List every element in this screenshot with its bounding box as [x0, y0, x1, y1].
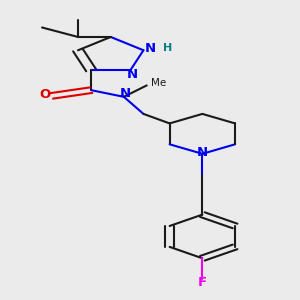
Text: N: N — [197, 146, 208, 159]
Text: N: N — [126, 68, 138, 82]
Text: N: N — [120, 88, 131, 100]
Text: Me: Me — [151, 78, 166, 88]
Text: O: O — [39, 88, 50, 101]
Text: H: H — [164, 44, 172, 53]
Text: N: N — [145, 42, 156, 55]
Text: F: F — [198, 277, 207, 290]
